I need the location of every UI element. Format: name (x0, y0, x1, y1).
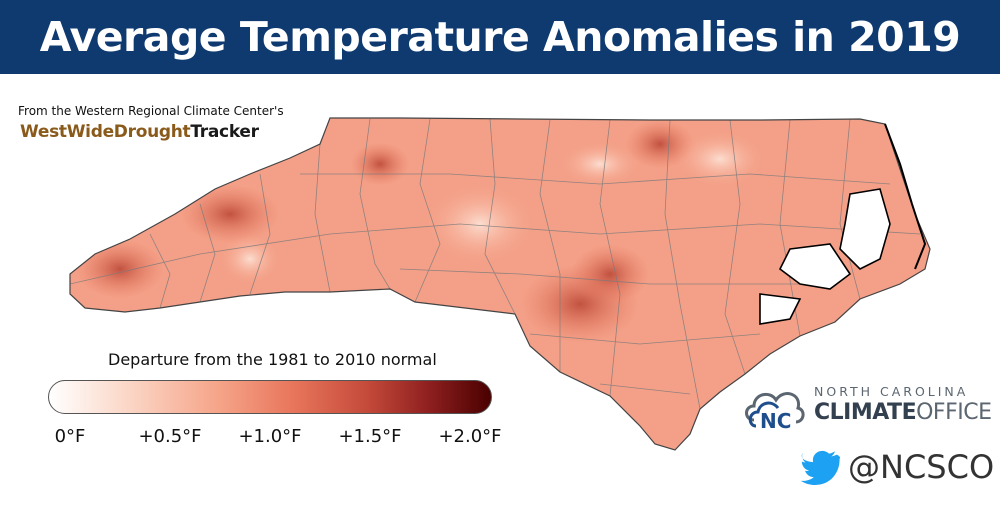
cloud-nc-icon: NC (745, 392, 805, 433)
data-source-credit: From the Western Regional Climate Center… (18, 104, 284, 118)
twitter-handle[interactable]: @NCSCO (848, 448, 995, 486)
coastal-sounds (759, 188, 891, 325)
logo-office-text: CLIMATEOFFICE (814, 400, 992, 425)
legend-color-bar (48, 380, 492, 414)
legend-tick-label: +1.5°F (338, 426, 402, 447)
svg-text:NC: NC (760, 409, 791, 433)
legend-tick-label: +0.5°F (138, 426, 202, 447)
legend-tick-label: 0°F (54, 426, 86, 447)
legend-title: Departure from the 1981 to 2010 normal (108, 350, 437, 369)
outer-banks (884, 123, 927, 270)
page-title: Average Temperature Anomalies in 2019 (39, 13, 961, 61)
state-outline (69, 117, 931, 451)
legend-tick-label: +1.0°F (238, 426, 302, 447)
twitter-handle-block: @NCSCO (800, 446, 1000, 490)
title-banner: Average Temperature Anomalies in 2019 (0, 0, 1000, 74)
twitter-bird-icon (800, 450, 841, 485)
nc-climate-office-logo: NC NORTH CAROLINA CLIMATEOFFICE (740, 378, 992, 438)
westwide-drought-tracker-logo: WestWideDroughtTracker (20, 122, 259, 142)
county-boundaries (70, 118, 921, 410)
logo-state-text: NORTH CAROLINA (814, 384, 969, 399)
legend-tick-label: +2.0°F (438, 426, 502, 447)
